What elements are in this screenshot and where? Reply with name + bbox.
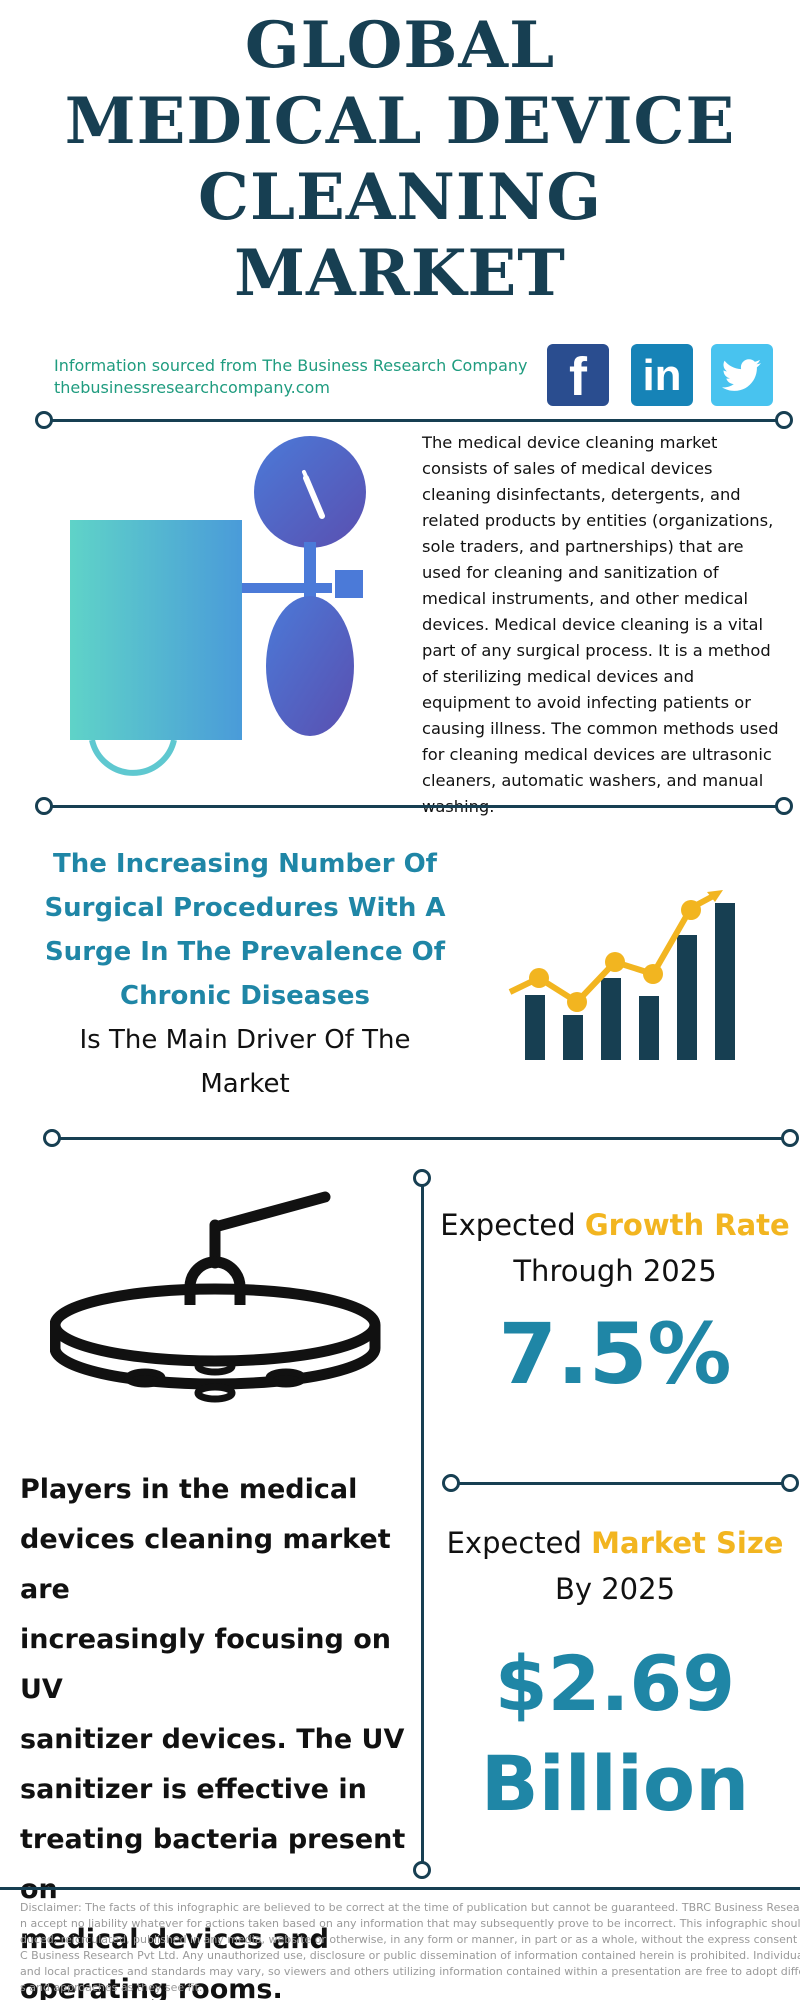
divider-4 (452, 1482, 790, 1485)
players-trend-text: Players in the medical devices cleaning … (20, 1465, 420, 2000)
growth-rate-highlight: Growth Rate (584, 1208, 790, 1242)
players-line-8: operating rooms. (20, 1974, 283, 2000)
disclaimer-line-2: n accept no liability whatever for actio… (20, 1917, 800, 1930)
source-text: Information sourced from The Business Re… (54, 356, 528, 375)
divider-1-dot-right (775, 411, 793, 429)
source-credit: Information sourced from The Business Re… (54, 355, 527, 399)
divider-2-dot-right (775, 797, 793, 815)
title-line-2: MEDICAL DEVICE (64, 84, 736, 159)
disclaimer-line-6: s and approaches as they see fit. (20, 1981, 203, 1994)
vertical-divider-dot-top (413, 1169, 431, 1187)
driver-highlight-1: The Increasing Number Of (53, 849, 437, 879)
divider-3 (52, 1137, 792, 1140)
infographic-title: GLOBAL MEDICAL DEVICE CLEANING MARKET (0, 8, 800, 312)
divider-1 (44, 419, 784, 422)
title-line-3: CLEANING (198, 160, 602, 235)
players-line-2: devices cleaning market are (20, 1524, 391, 1605)
players-line-7: medical devices and (20, 1924, 329, 1955)
market-size-stat: Expected Market Size By 2025 $2.69 Billi… (440, 1520, 790, 1834)
market-size-highlight: Market Size (591, 1526, 784, 1560)
vertical-divider (421, 1178, 424, 1870)
driver-highlight-2: Surgical Procedures With A (44, 893, 446, 923)
disclaimer-line-1: Disclaimer: The facts of this infographi… (20, 1901, 800, 1914)
market-size-unit: Billion (480, 1739, 750, 1828)
title-line-1: GLOBAL (244, 8, 556, 83)
driver-normal-2: Market (200, 1069, 290, 1099)
players-line-1: Players in the medical (20, 1474, 358, 1505)
disclaimer-line-3: duced, reicrculated, published in any me… (20, 1933, 800, 1946)
uv-lamp-icon (50, 1191, 381, 1403)
driver-normal-1: Is The Main Driver Of The (79, 1025, 411, 1055)
disclaimer-line-5: and local practices and standards may va… (20, 1965, 800, 1978)
growth-rate-prefix: Expected (440, 1208, 585, 1242)
market-size-period: By 2025 (554, 1572, 676, 1606)
players-line-4: sanitizer devices. The UV (20, 1724, 405, 1755)
facebook-glyph: f (569, 347, 587, 407)
twitter-bird-icon (722, 359, 761, 391)
market-size-heading: Expected Market Size (440, 1520, 790, 1566)
market-description: The medical device cleaning market consi… (422, 433, 779, 816)
divider-4-dot-left (442, 1474, 460, 1492)
divider-2 (44, 805, 784, 808)
facebook-icon[interactable]: f (547, 344, 609, 407)
players-line-5: sanitizer is effective in (20, 1774, 367, 1805)
disclaimer-line-4: C Business Research Pvt Ltd. Any unautho… (20, 1949, 800, 1962)
divider-1-dot-left (35, 411, 53, 429)
players-line-3: increasingly focusing on UV (20, 1624, 392, 1705)
footer-rule (0, 1887, 800, 1890)
growth-rate-heading: Expected Growth Rate (440, 1202, 790, 1248)
twitter-icon[interactable] (711, 344, 773, 406)
divider-3-dot-left (43, 1129, 61, 1147)
market-driver: The Increasing Number Of Surgical Proced… (40, 842, 450, 1106)
growth-rate-stat: Expected Growth Rate Through 2025 7.5% (440, 1202, 790, 1404)
vertical-divider-dot-bottom (413, 1861, 431, 1879)
growth-chart-icon (508, 890, 735, 1060)
title-line-4: MARKET (234, 236, 566, 311)
linkedin-icon[interactable]: in (631, 344, 693, 406)
driver-highlight-4: Chronic Diseases (120, 981, 370, 1011)
source-link[interactable]: thebusinessresearchcompany.com (54, 378, 330, 397)
disclaimer: Disclaimer: The facts of this infographi… (20, 1900, 800, 1998)
driver-highlight-3: Surge In The Prevalence Of (44, 937, 446, 967)
divider-3-dot-right (781, 1129, 799, 1147)
players-line-6: treating bacteria present on (20, 1824, 406, 1905)
market-size-prefix: Expected (446, 1526, 592, 1560)
divider-2-dot-left (35, 797, 53, 815)
divider-4-dot-right (781, 1474, 799, 1492)
growth-rate-value: 7.5% (498, 1305, 732, 1403)
linkedin-glyph: in (642, 351, 682, 400)
cleaning-device-illustration (70, 436, 366, 776)
market-size-value: $2.69 (494, 1639, 736, 1728)
growth-rate-period: Through 2025 (513, 1254, 717, 1288)
